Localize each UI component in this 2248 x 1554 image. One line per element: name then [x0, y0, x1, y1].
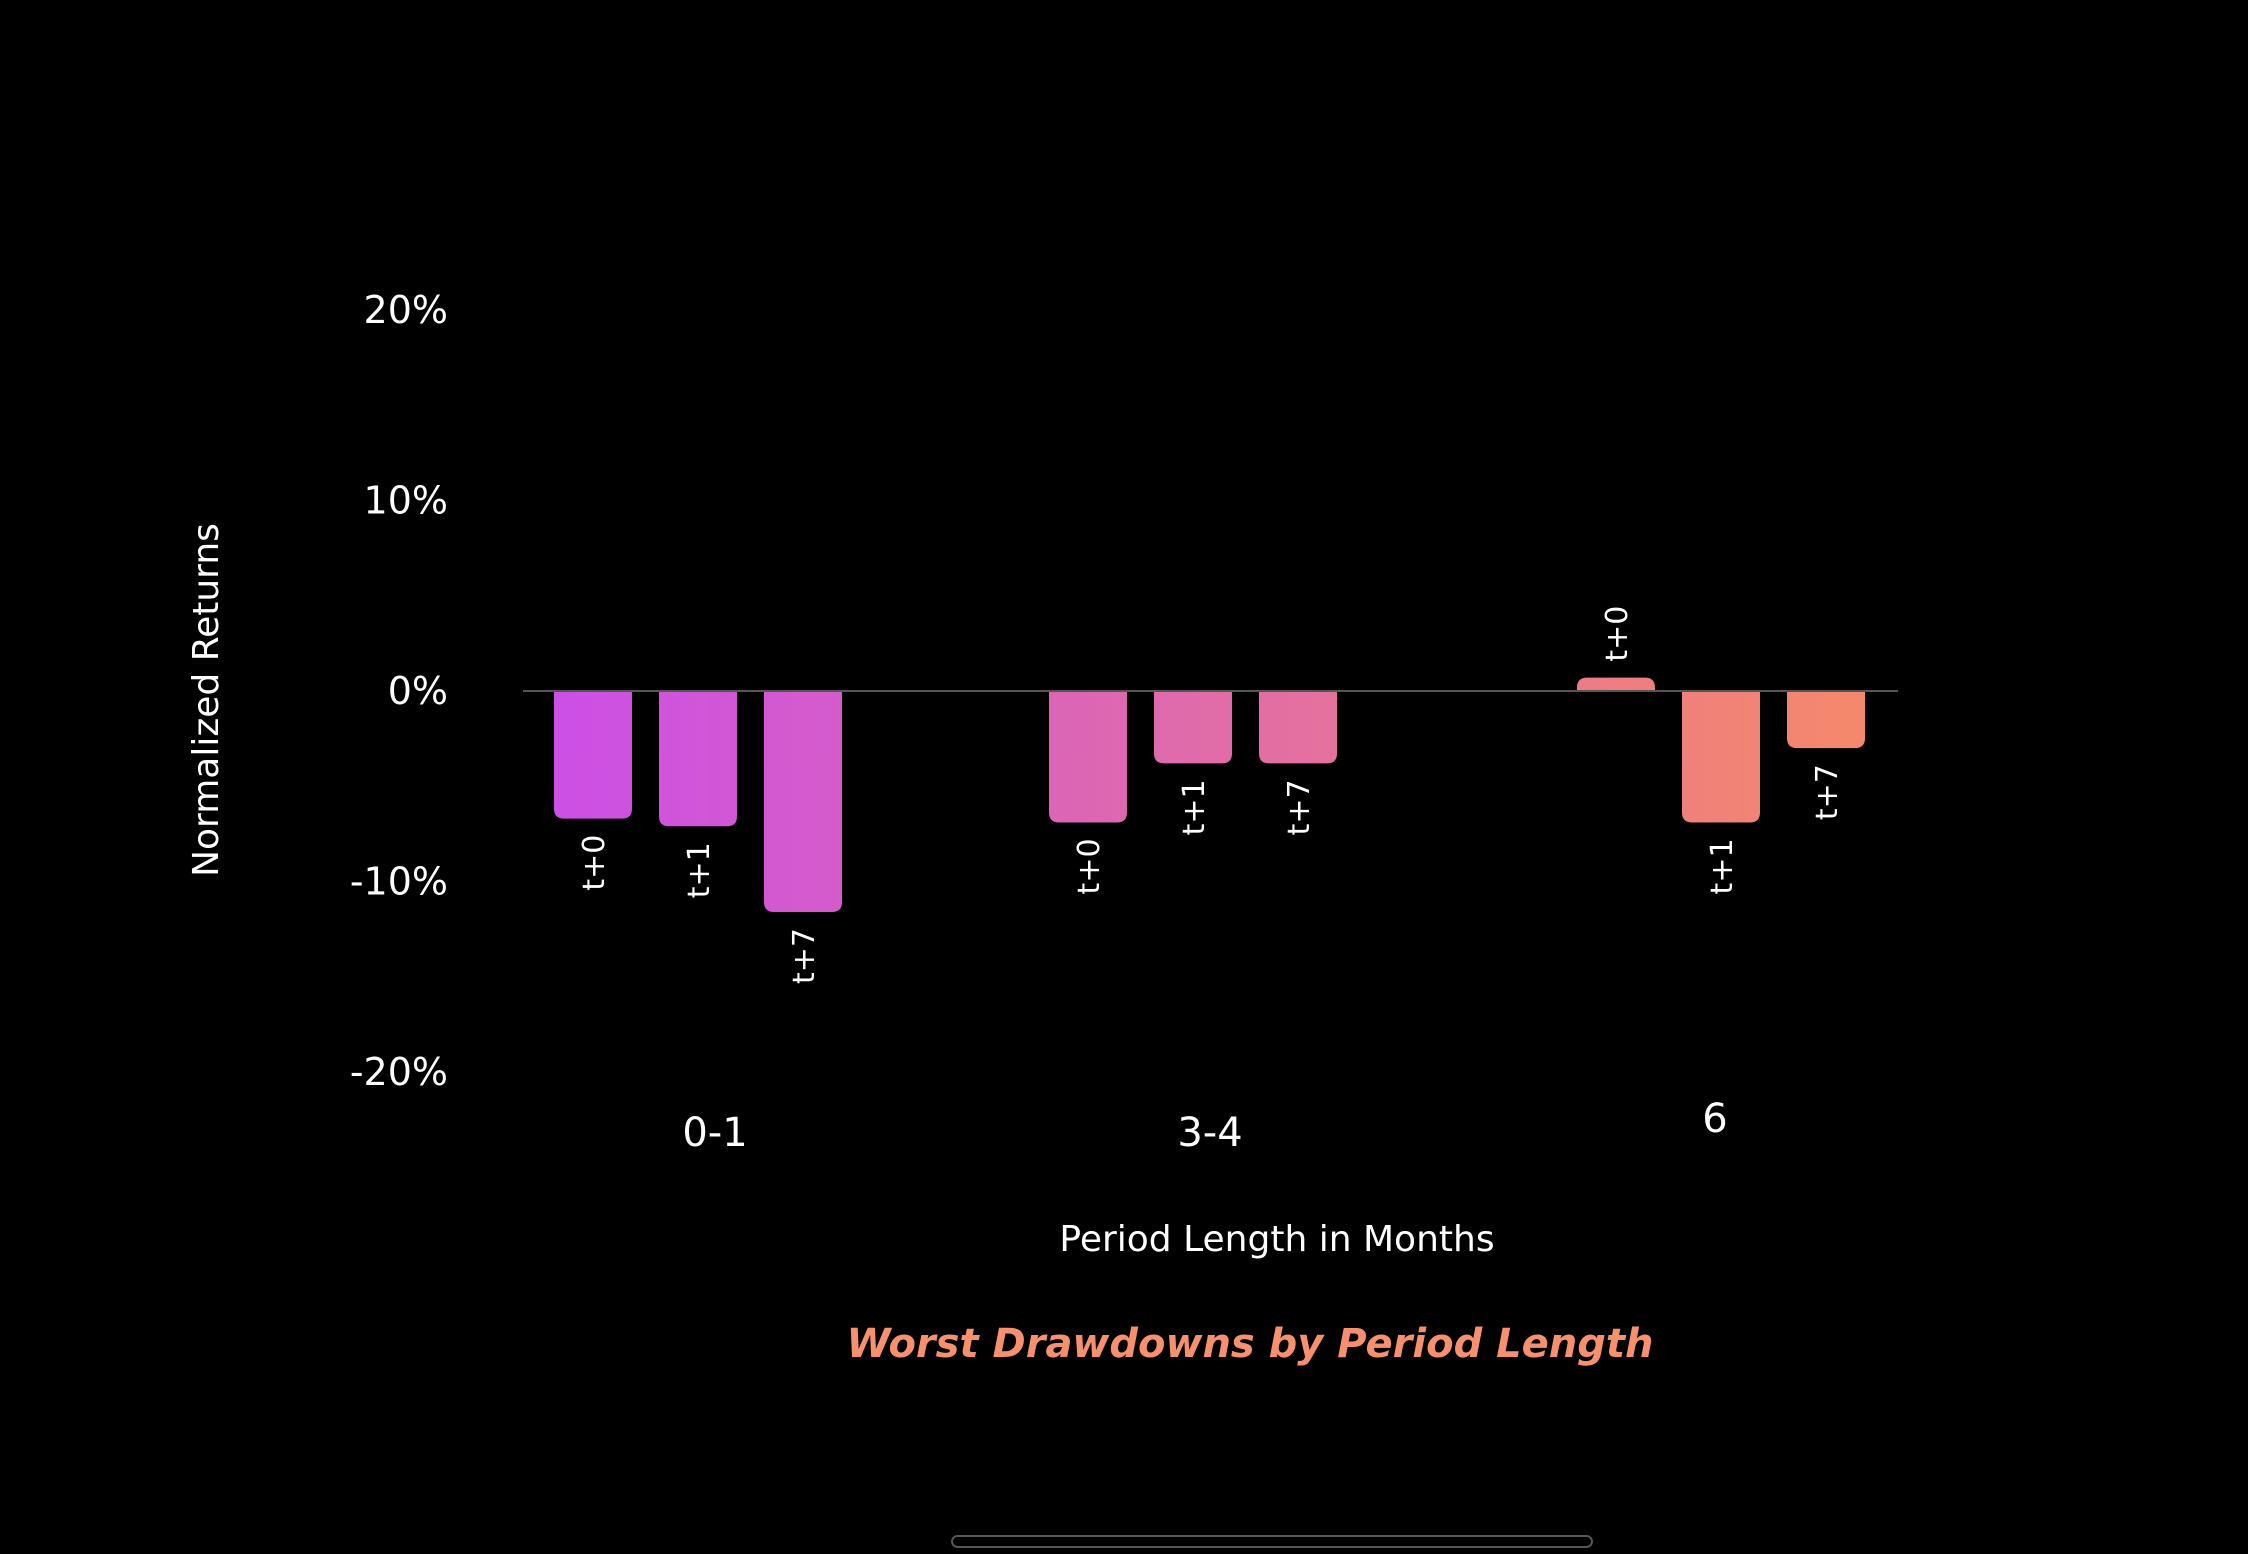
bar-3-4-t+0 — [1049, 691, 1127, 823]
bar-0-1-t+0 — [554, 691, 632, 819]
bar-label: t+7 — [1282, 779, 1317, 835]
bar-6-t+7 — [1787, 691, 1865, 749]
x-tick-label: 0-1 — [682, 1110, 747, 1156]
y-tick-label: 20% — [364, 288, 448, 332]
bar-labels: t+0 t+1 t+7 t+0 t+1 t+7 t+0 t+1 t+7 — [577, 606, 1845, 984]
bar-label: t+0 — [577, 835, 612, 891]
bars — [554, 677, 1865, 912]
bar-label: t+1 — [1177, 779, 1212, 835]
bar-label: t+7 — [787, 928, 822, 984]
bar-6-t+0 — [1577, 677, 1655, 691]
y-tick-label: 10% — [364, 479, 448, 523]
y-axis-label: Normalized Returns — [186, 523, 227, 877]
bar-label: t+0 — [1600, 606, 1635, 662]
bar-6-t+1 — [1682, 691, 1760, 823]
y-axis: 20% 10% 0% -10% -20% — [350, 288, 448, 1094]
x-axis: 0-1 3-4 6 — [682, 1096, 1727, 1156]
bar-label: t+7 — [1810, 764, 1845, 820]
x-tick-label: 3-4 — [1177, 1110, 1242, 1156]
bar-3-4-t+1 — [1154, 691, 1232, 764]
y-tick-label: -10% — [350, 860, 448, 904]
bar-label: t+0 — [1072, 838, 1107, 894]
x-tick-label: 6 — [1702, 1096, 1727, 1142]
y-tick-label: -20% — [350, 1050, 448, 1094]
home-indicator-bar[interactable] — [951, 1535, 1593, 1548]
bar-0-1-t+1 — [659, 691, 737, 827]
x-axis-label: Period Length in Months — [1059, 1219, 1494, 1260]
chart-title: Worst Drawdowns by Period Length — [847, 1321, 1654, 1367]
bar-0-1-t+7 — [764, 691, 842, 912]
bar-3-4-t+7 — [1259, 691, 1337, 764]
bar-label: t+1 — [682, 842, 717, 898]
y-tick-label: 0% — [388, 669, 448, 713]
bar-label: t+1 — [1705, 838, 1740, 894]
